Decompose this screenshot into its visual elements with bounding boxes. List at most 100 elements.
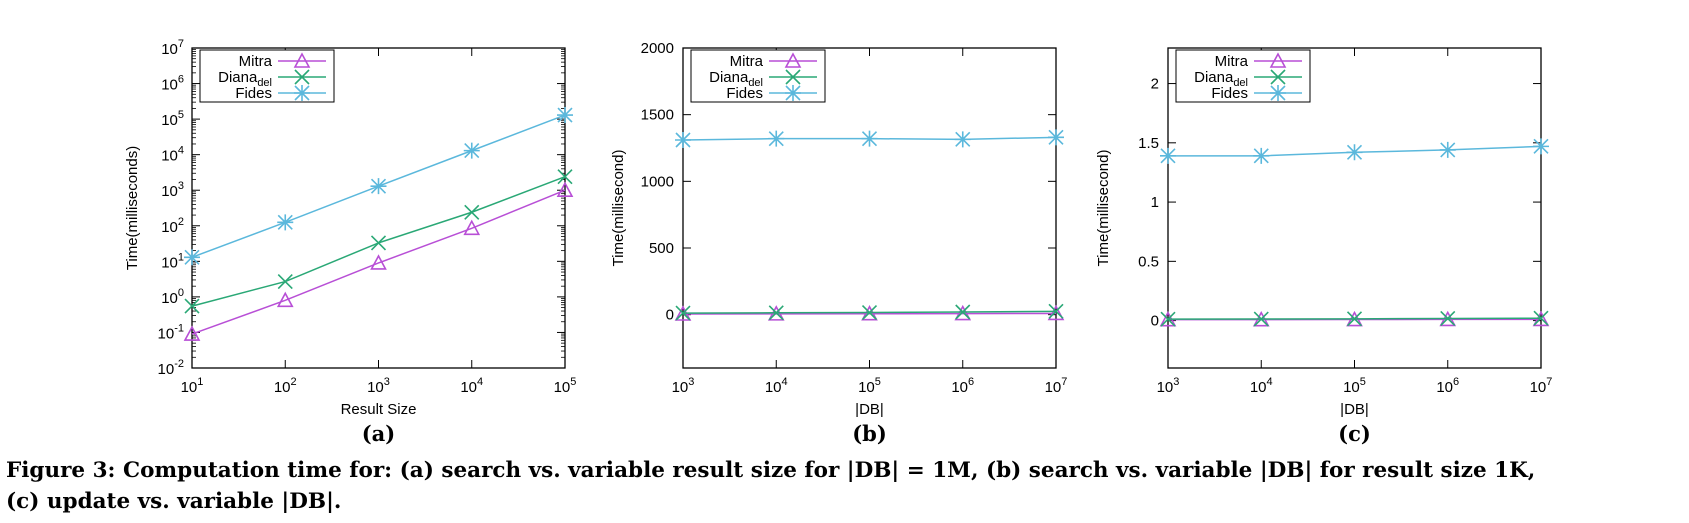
marker-star: [277, 214, 294, 231]
marker-triangle: [954, 304, 972, 321]
marker-x: [1346, 311, 1363, 327]
marker-triangle: [1047, 304, 1065, 321]
x-tick-label: 106: [1436, 376, 1459, 396]
marker-x: [955, 304, 971, 320]
x-tick-label: 102: [274, 376, 297, 396]
marker-triangle: [183, 325, 201, 341]
y-tick-label: 105: [161, 109, 184, 129]
marker-star: [370, 178, 387, 195]
y-tick-label: 500: [649, 240, 674, 257]
y-tick-label: 10-2: [158, 358, 184, 378]
marker-triangle: [370, 254, 387, 270]
x-tick-label: 107: [1045, 376, 1068, 396]
x-tick-label: 104: [765, 376, 788, 396]
series-line-diana_del: [191, 176, 566, 307]
series-line-mitra: [682, 312, 1057, 315]
y-tick-label: 1.5: [1138, 135, 1159, 152]
series-line-mitra: [191, 189, 566, 335]
x-tick-label: 105: [858, 376, 881, 396]
x-axis-label: |DB|: [855, 401, 884, 418]
caption-line-1: Figure 3: Computation time for: (a) sear…: [6, 458, 1536, 483]
marker-x: [1270, 69, 1286, 85]
marker-star: [1160, 147, 1176, 164]
y-tick-label: 100: [161, 287, 184, 307]
marker-star: [861, 130, 878, 147]
marker-triangle: [784, 52, 802, 68]
panel-sublabel: (a): [362, 421, 395, 446]
marker-x: [675, 305, 691, 321]
marker-x: [557, 169, 573, 185]
marker-star: [1439, 141, 1456, 158]
y-tick-label: 1: [1151, 194, 1159, 211]
legend-label: Fides: [726, 85, 763, 102]
marker-x: [861, 304, 878, 321]
y-tick-label: 1000: [641, 173, 674, 190]
x-tick-label: 106: [951, 376, 974, 396]
marker-star: [1048, 129, 1064, 146]
legend-label: Mitra: [730, 53, 764, 70]
marker-star: [785, 85, 801, 101]
panel-sublabel: (c): [1338, 421, 1371, 446]
marker-star: [1346, 144, 1363, 161]
y-tick-label: 2: [1151, 76, 1159, 93]
marker-x: [464, 204, 480, 220]
y-tick-label: 103: [161, 180, 184, 200]
legend-label: Fides: [235, 85, 272, 102]
y-tick-label: 0.5: [1138, 253, 1159, 270]
figure-caption: Figure 3: Computation time for: (a) sear…: [6, 455, 1686, 517]
marker-triangle: [276, 291, 294, 308]
marker-star: [954, 131, 971, 148]
x-tick-label: 104: [1250, 376, 1273, 396]
y-axis-label: Time(millisecond): [1095, 150, 1112, 267]
chart-panel-c: 103 104 105 106 107 0 0.5 1 1.5 2 |DB| Time(millise…: [1095, 47, 1553, 446]
marker-x: [1440, 310, 1456, 327]
x-tick-label: 101: [181, 376, 204, 396]
marker-x: [1048, 303, 1064, 319]
x-tick-label: 103: [367, 376, 390, 396]
y-tick-label: 106: [161, 74, 184, 94]
marker-star: [1253, 147, 1270, 164]
legend-label: Fides: [1211, 85, 1248, 102]
y-axis-label: Time(millisecond): [610, 150, 627, 267]
x-tick-label: 103: [1157, 376, 1180, 396]
legend-label: Dianadel: [1194, 69, 1248, 89]
marker-star: [184, 249, 200, 266]
y-tick-label: 107: [161, 38, 184, 58]
marker-x: [1253, 311, 1269, 327]
marker-x: [370, 235, 387, 251]
marker-star: [768, 130, 785, 147]
legend-label: Mitra: [1215, 53, 1249, 70]
y-tick-label: 104: [161, 145, 184, 165]
marker-star: [675, 132, 691, 148]
x-tick-label: 107: [1530, 376, 1553, 396]
marker-triangle: [293, 52, 311, 68]
marker-star: [1533, 138, 1549, 155]
marker-x: [294, 69, 310, 85]
x-axis-label: Result Size: [341, 401, 417, 418]
y-tick-label: 0: [1151, 313, 1159, 330]
chart-panel-b: 103 104 105 106 107 0 500 1000 1500 2000 |DB| Time(…: [610, 40, 1067, 446]
marker-x: [768, 305, 784, 321]
marker-star: [1270, 85, 1286, 101]
y-axis-label: Time(milliseconds): [124, 146, 141, 270]
marker-star: [463, 142, 480, 159]
legend-label: Mitra: [239, 53, 273, 70]
panel-sublabel: (b): [852, 421, 887, 446]
legend-label: Dianadel: [218, 69, 272, 89]
x-tick-label: 103: [672, 376, 695, 396]
y-tick-label: 10-1: [158, 322, 184, 342]
y-tick-label: 2000: [641, 40, 674, 57]
marker-triangle: [556, 181, 574, 198]
marker-x: [785, 69, 801, 85]
marker-x: [1533, 310, 1549, 326]
legend-label: Dianadel: [709, 69, 763, 89]
x-tick-label: 105: [1343, 376, 1366, 396]
y-tick-label: 1500: [641, 107, 674, 124]
y-tick-label: 102: [161, 216, 184, 236]
marker-x: [1160, 311, 1176, 327]
caption-line-2: (c) update vs. variable |DB|.: [6, 489, 342, 514]
y-tick-label: 101: [161, 251, 184, 271]
